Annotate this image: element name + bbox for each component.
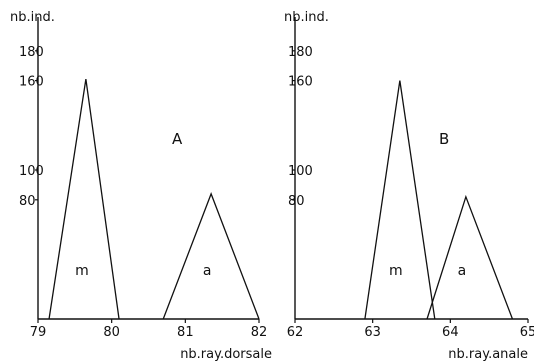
series-label-a: a <box>458 263 467 279</box>
y-tick-label: 80 <box>19 194 36 209</box>
x-tick-label: 64 <box>442 325 459 340</box>
series-a-line <box>162 192 260 320</box>
y-tick-label: 100 <box>19 164 44 179</box>
x-axis-title: nb.ray.dorsale <box>180 347 272 362</box>
y-axis-title: nb.ind. <box>10 10 55 25</box>
x-tick-label: 63 <box>364 325 381 340</box>
y-tick-label: 100 <box>288 164 313 179</box>
x-axis-title: nb.ray.anale <box>448 347 528 362</box>
panel-a: 80 100 160 180 79 80 81 82 nb.ind. nb.ray.dorsale… <box>10 10 272 362</box>
y-axis-title: nb.ind. <box>284 10 329 25</box>
x-tick-label: 80 <box>103 325 120 340</box>
series-m-line <box>48 79 120 320</box>
y-tick-label: 160 <box>288 75 313 90</box>
y-tick-label: 160 <box>19 75 44 90</box>
panel-letter: A <box>172 130 183 148</box>
series-label-a: a <box>203 263 212 279</box>
y-tick-label: 180 <box>19 45 44 60</box>
series-label-m: m <box>389 263 403 279</box>
y-tick-label: 180 <box>288 45 313 60</box>
series-label-m: m <box>75 263 89 279</box>
panel-b: 80 100 160 180 62 63 64 65 nb.ind. nb.ray.anale Bm… <box>284 10 534 362</box>
series-m-line <box>364 80 436 320</box>
x-tick-label: 81 <box>177 325 194 340</box>
x-tick-label: 79 <box>30 325 47 340</box>
y-tick-label: 80 <box>288 194 305 209</box>
x-tick-label: 62 <box>287 325 304 340</box>
panel-letter: B <box>439 130 449 148</box>
x-tick-label: 65 <box>520 325 534 340</box>
x-tick-label: 82 <box>251 325 268 340</box>
series-a-line <box>426 194 514 320</box>
